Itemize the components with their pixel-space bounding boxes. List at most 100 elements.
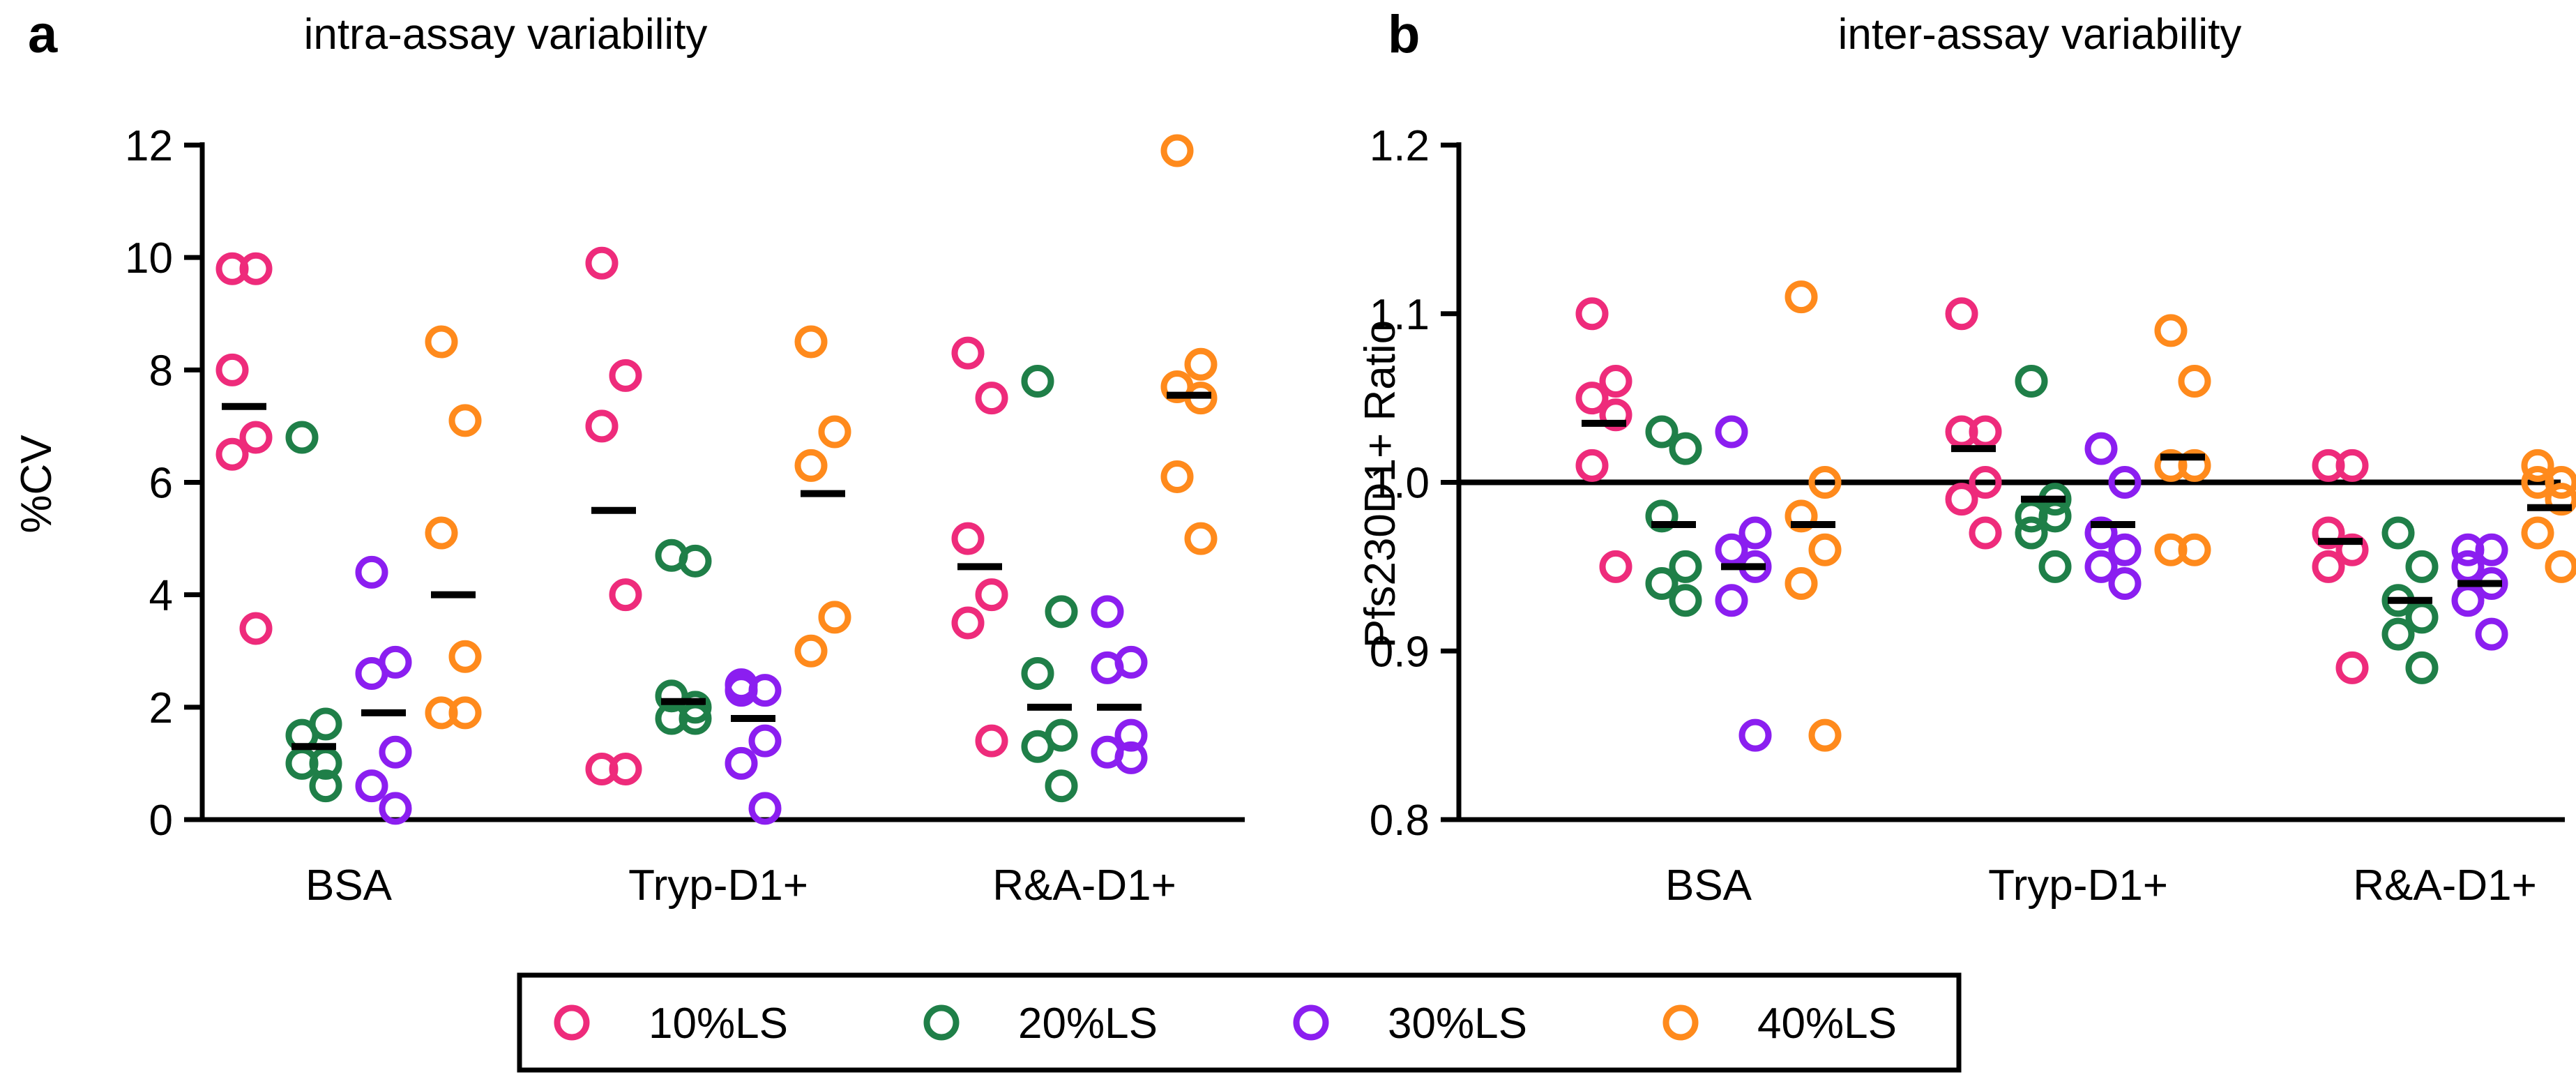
data-point	[2451, 550, 2485, 583]
data-point	[2475, 617, 2508, 651]
legend-marker-20	[923, 1004, 960, 1041]
data-point	[448, 404, 482, 437]
data-point	[794, 325, 828, 359]
data-point	[1045, 595, 1078, 628]
data-point	[2015, 516, 2048, 550]
panel-a-plot: 0 2 4 6 8 10 12 BSA Tryp-D1+ R&A-D1+	[125, 122, 1245, 910]
data-point	[2335, 449, 2369, 482]
data-point	[1808, 466, 1842, 499]
data-point	[1738, 718, 1772, 752]
data-point	[1738, 516, 1772, 550]
legend-item-20: 20%LS	[923, 1000, 1158, 1048]
data-point	[951, 336, 985, 370]
y-tick-label: 2	[149, 684, 173, 732]
data-point	[1715, 415, 1748, 449]
data-point	[448, 640, 482, 673]
data-point	[1785, 567, 1818, 601]
data-point	[1808, 718, 1842, 752]
x-tick-label: R&A-D1+	[2353, 861, 2537, 910]
data-point	[2521, 449, 2554, 482]
data-point	[1599, 398, 1632, 432]
data-point	[951, 522, 985, 555]
data-point	[1715, 584, 1748, 617]
panel-b-ylabel: Pfs230D1+ Ratio	[1356, 320, 1404, 648]
data-point	[609, 359, 642, 392]
data-point	[1160, 134, 1194, 167]
data-point	[1808, 533, 1842, 566]
data-point	[1045, 769, 1078, 803]
data-point	[1091, 595, 1124, 628]
data-point	[2335, 651, 2369, 684]
legend-label-20: 20%LS	[1018, 1000, 1158, 1048]
panel-a: a intra-assay variability %CV 0 2 4 6 8 10 12 B…	[13, 5, 1245, 910]
data-point	[975, 578, 1008, 612]
data-point	[1645, 499, 1679, 533]
y-tick-label: 0.8	[1370, 797, 1430, 845]
data-point	[2405, 550, 2439, 583]
data-point	[355, 555, 388, 589]
panel-b: b inter-assay variability Pfs230D1+ Rati…	[1356, 5, 2576, 910]
data-point	[1599, 550, 1632, 583]
panel-b-plot: 0.8 0.9 1.0 1.1 1.2 BSA Tryp-D1+ R&A-D1+	[1370, 122, 2576, 910]
data-point	[2038, 550, 2072, 583]
data-point	[1715, 533, 1748, 566]
data-point	[748, 724, 782, 758]
data-point	[2451, 584, 2485, 617]
data-point	[285, 421, 319, 454]
data-point	[1021, 730, 1054, 763]
y-tick-label: 4	[149, 572, 173, 620]
data-point	[609, 752, 642, 785]
data-point	[1184, 522, 1218, 555]
panel-b-title: inter-assay variability	[1838, 10, 2242, 59]
y-tick-label: 8	[149, 347, 173, 395]
data-point	[309, 769, 342, 803]
data-point	[2545, 483, 2576, 516]
data-point	[1160, 460, 1194, 493]
data-point	[2154, 314, 2188, 347]
data-point	[215, 353, 249, 386]
x-tick-label: Tryp-D1+	[1988, 861, 2168, 910]
data-point	[425, 325, 458, 359]
data-point	[2108, 533, 2142, 566]
data-point	[2381, 516, 2415, 550]
data-point	[2178, 533, 2211, 566]
data-point	[2178, 364, 2211, 398]
legend-label-10: 10%LS	[649, 1000, 788, 1048]
legend-label-30: 30%LS	[1388, 1000, 1527, 1048]
legend-label-40: 40%LS	[1757, 1000, 1897, 1048]
data-point	[2405, 601, 2439, 634]
legend: 10%LS 20%LS 30%LS 40%LS	[517, 972, 1962, 1073]
data-point	[379, 792, 412, 825]
data-point	[951, 606, 985, 640]
y-tick-label: 0	[149, 797, 173, 845]
data-point	[355, 656, 388, 690]
data-point	[609, 578, 642, 612]
data-point	[679, 544, 712, 578]
data-point	[585, 246, 619, 280]
data-point	[1945, 483, 1978, 516]
data-point	[1021, 656, 1054, 690]
data-point	[1575, 297, 1609, 331]
data-point	[1114, 741, 1148, 774]
data-point	[2521, 516, 2554, 550]
data-point	[379, 735, 412, 769]
legend-box	[517, 972, 1962, 1073]
y-tick-label: 0.9	[1370, 628, 1430, 676]
data-point	[2312, 550, 2345, 583]
data-point	[1645, 567, 1679, 601]
y-tick-label: 1.0	[1370, 460, 1430, 508]
data-point	[1114, 718, 1148, 752]
data-point	[1669, 432, 1702, 465]
data-point	[1021, 364, 1054, 398]
data-point	[239, 252, 273, 285]
data-point	[975, 724, 1008, 758]
data-point	[725, 674, 758, 707]
data-point	[794, 449, 828, 482]
data-point	[239, 612, 273, 645]
data-point	[2312, 516, 2345, 550]
data-point	[585, 409, 619, 443]
data-point	[355, 769, 388, 803]
data-point	[748, 792, 782, 825]
data-point	[2335, 533, 2369, 566]
data-point	[1575, 449, 1609, 482]
